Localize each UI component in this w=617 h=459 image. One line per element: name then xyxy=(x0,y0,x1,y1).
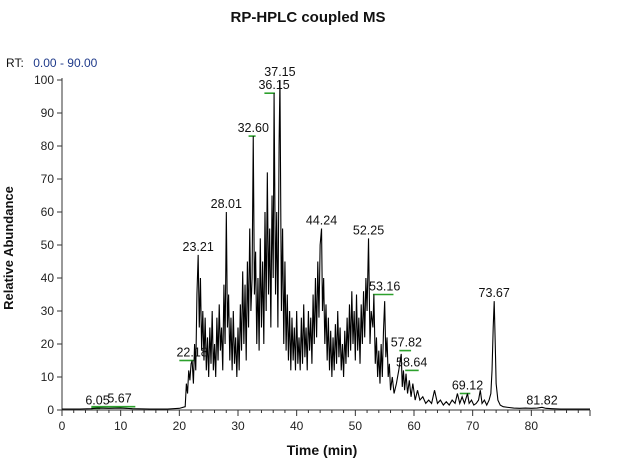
y-tick-label: 10 xyxy=(41,370,55,384)
x-tick-label: 30 xyxy=(231,419,245,433)
peak-label: 32.60 xyxy=(238,121,269,135)
y-tick-label: 100 xyxy=(34,73,54,87)
x-tick-label: 40 xyxy=(290,419,304,433)
peak-label: 28.01 xyxy=(211,197,242,211)
x-tick-label: 60 xyxy=(407,419,421,433)
y-tick-label: 30 xyxy=(41,304,55,318)
peak-label: 36.15 xyxy=(258,78,289,92)
chart-title: RP-HPLC coupled MS xyxy=(230,9,385,26)
y-tick-label: 20 xyxy=(41,337,55,351)
y-tick-label: 70 xyxy=(41,172,55,186)
y-tick-label: 50 xyxy=(41,238,55,252)
rt-range-label: RT: xyxy=(6,56,24,70)
peak-label: 69.12 xyxy=(452,379,483,393)
chromatogram-trace xyxy=(62,79,590,410)
rt-range: RT: 0.00 - 90.00 xyxy=(6,54,98,71)
y-tick-label: 0 xyxy=(47,403,54,417)
y-tick-label: 40 xyxy=(41,271,55,285)
x-tick-label: 0 xyxy=(59,419,66,433)
peak-label: 53.16 xyxy=(369,280,400,294)
peak-label: 5.67 xyxy=(107,392,131,406)
peak-label: 44.24 xyxy=(306,214,337,228)
peak-label: 23.21 xyxy=(183,240,214,254)
peak-label: 22.18 xyxy=(176,346,207,360)
x-tick-label: 80 xyxy=(525,419,539,433)
x-tick-label: 10 xyxy=(114,419,128,433)
peak-label: 6.05 xyxy=(85,393,109,407)
x-tick-label: 50 xyxy=(349,419,363,433)
trace-group xyxy=(62,79,590,410)
axes: 0 10 20 30 40 50 60 70 80 90 100 0 10 20 30 40 50 60 70 80 xyxy=(34,73,591,433)
peak-label: 81.82 xyxy=(526,393,557,407)
x-axis-title: Time (min) xyxy=(287,442,358,458)
rt-range-value: 0.00 - 90.00 xyxy=(33,56,97,70)
peak-label: 73.67 xyxy=(479,286,510,300)
y-tick-label: 60 xyxy=(41,205,55,219)
y-tick-label: 90 xyxy=(41,106,55,120)
peak-label: 52.25 xyxy=(353,223,384,237)
peak-label: 57.82 xyxy=(391,336,422,350)
x-tick-label: 70 xyxy=(466,419,480,433)
x-tick-label: 20 xyxy=(173,419,187,433)
y-axis-title: Relative Abundance xyxy=(1,186,16,310)
y-tick-label: 80 xyxy=(41,139,55,153)
peak-label: 58.64 xyxy=(396,355,427,369)
peak-label: 37.15 xyxy=(264,65,295,79)
